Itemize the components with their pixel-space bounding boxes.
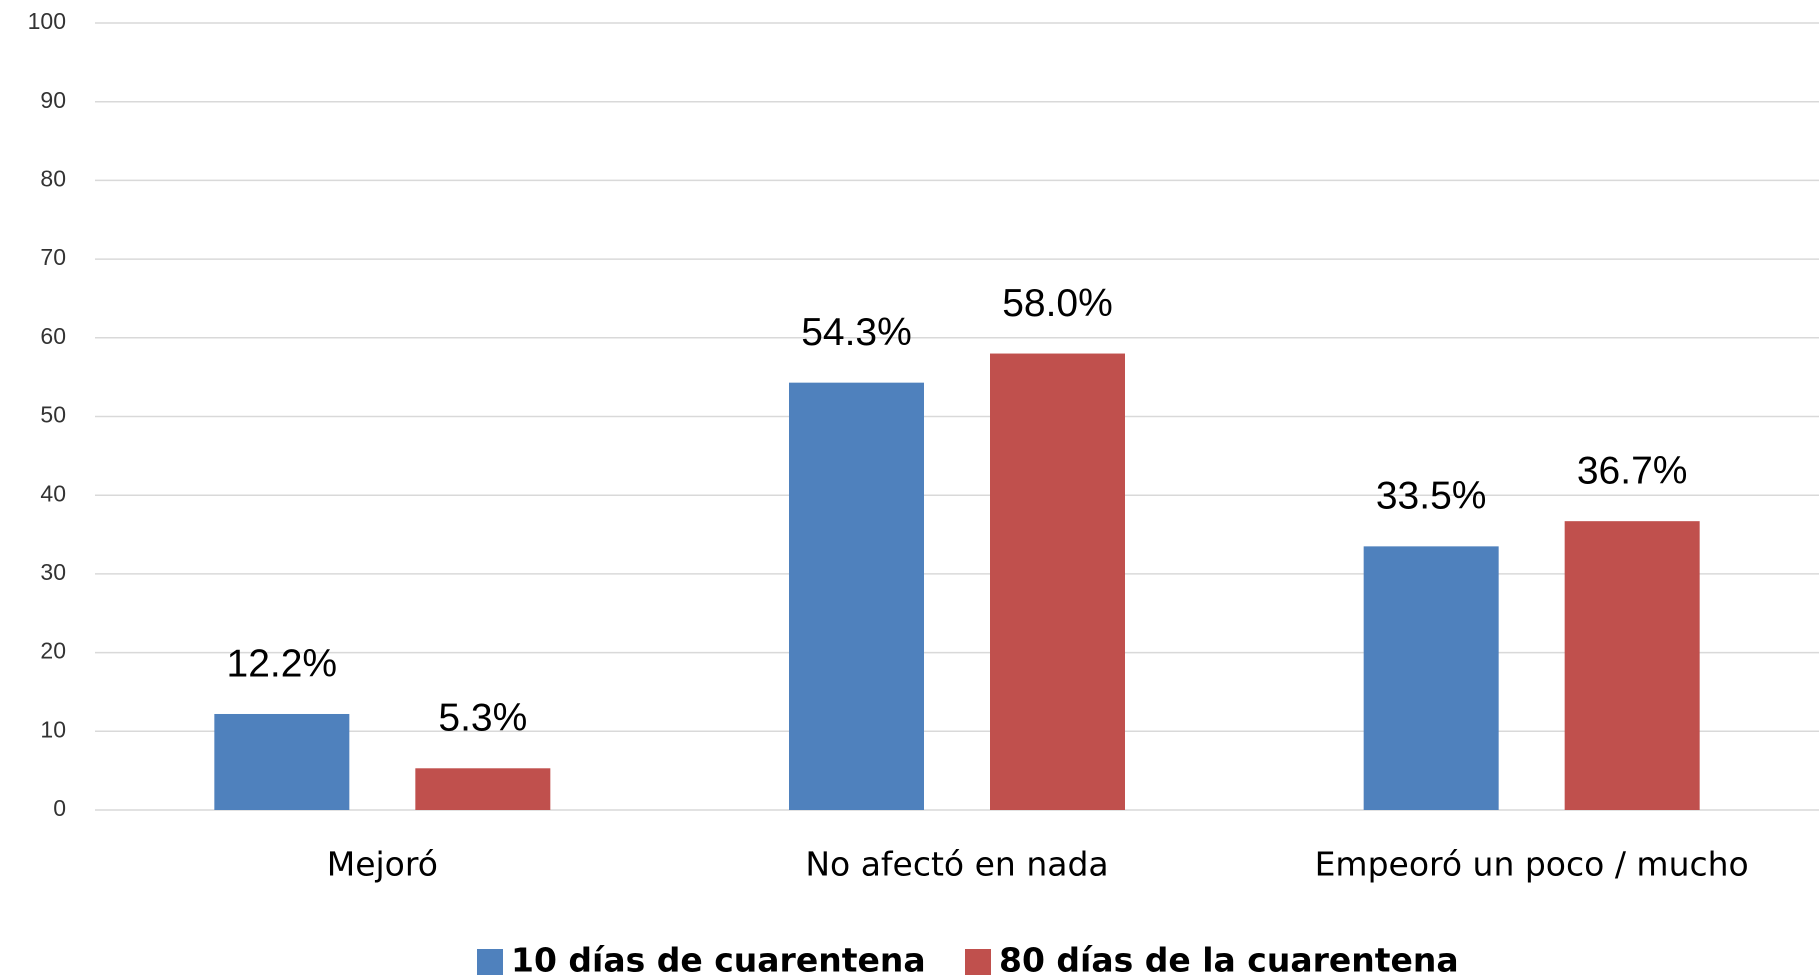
y-tick-label: 50 [40, 402, 66, 428]
y-tick-label: 70 [40, 244, 66, 270]
bar [1564, 521, 1700, 810]
bar [990, 353, 1125, 810]
y-tick-label: 0 [53, 795, 66, 821]
x-tick-label: Mejoró [327, 845, 438, 884]
y-tick-label: 60 [40, 323, 66, 349]
bar [214, 713, 350, 810]
bar [415, 768, 551, 810]
legend-swatch [965, 949, 991, 975]
x-tick-label: Empeoró un poco / mucho [1315, 845, 1749, 884]
value-label: 58.0% [1002, 282, 1113, 325]
y-tick-label: 80 [40, 165, 66, 191]
bar [789, 382, 924, 810]
x-tick-label: No afectó en nada [805, 845, 1108, 884]
value-label: 5.3% [438, 697, 527, 740]
legend-label: 80 días de la cuarentena [999, 941, 1459, 980]
y-tick-label: 30 [40, 559, 66, 585]
value-label: 36.7% [1577, 449, 1688, 492]
y-tick-label: 10 [40, 716, 66, 742]
legend-swatch [477, 949, 503, 975]
y-tick-label: 90 [40, 87, 66, 113]
y-tick-label: 100 [28, 8, 66, 34]
bar [1363, 546, 1499, 810]
y-tick-label: 20 [40, 638, 66, 664]
value-label: 33.5% [1376, 475, 1487, 518]
value-label: 54.3% [801, 311, 912, 354]
y-tick-label: 40 [40, 480, 66, 506]
value-label: 12.2% [227, 642, 338, 685]
legend-label: 10 días de cuarentena [511, 941, 926, 980]
